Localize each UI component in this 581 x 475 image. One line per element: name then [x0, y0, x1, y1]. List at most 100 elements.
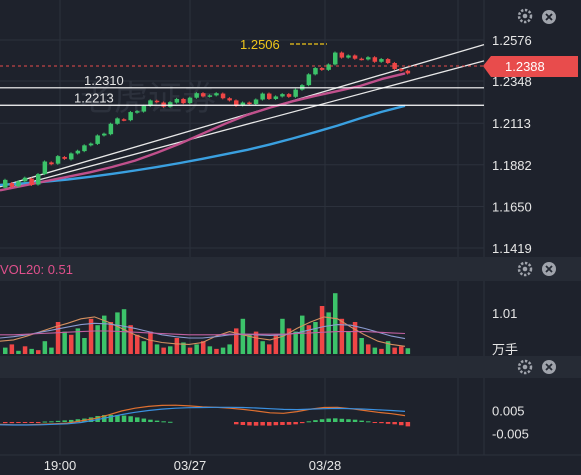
trendline[interactable] — [0, 44, 485, 188]
volume-bar — [399, 346, 404, 354]
price-axis-tick: 1.2113 — [492, 116, 531, 131]
candle — [141, 104, 147, 113]
candle — [42, 160, 48, 176]
candle — [36, 173, 41, 186]
macd-histogram-bar — [234, 422, 239, 425]
price-panel: 老虎证券 1.2310 1.2213 1.2576 1.2348 1.2113 1.18… — [0, 8, 578, 256]
price-axis-tick: 1.2348 — [492, 74, 532, 89]
watermark: 老虎证券 — [80, 80, 216, 118]
candle — [253, 98, 259, 106]
volume-bar — [352, 322, 358, 354]
gear-icon[interactable] — [517, 261, 533, 277]
macd-panel — [0, 404, 411, 427]
volume-bar — [220, 347, 226, 354]
candle — [399, 67, 404, 72]
close-icon[interactable] — [542, 360, 556, 374]
volume-bar — [247, 334, 252, 354]
volume-bar — [161, 347, 166, 354]
candle — [88, 142, 94, 147]
candle — [385, 57, 391, 65]
volume-bar — [29, 348, 34, 354]
volume-bar — [240, 318, 246, 354]
price-axis: 1.2576 1.2348 1.2113 1.1882 1.1650 1.1419 — [492, 33, 532, 256]
macd-histogram-bar — [286, 422, 292, 425]
volume-bar — [16, 350, 21, 354]
volume-axis-tick: 1.01 — [492, 306, 517, 321]
volume-bar — [154, 344, 160, 354]
macd-histogram-bar — [55, 420, 61, 422]
volume-bar — [9, 344, 15, 354]
volume-bar — [286, 328, 292, 354]
candle — [286, 93, 292, 98]
macd-histogram-bar — [392, 422, 397, 425]
candle — [339, 51, 345, 59]
volume-bar — [227, 344, 232, 354]
close-icon[interactable] — [542, 10, 556, 24]
macd-histogram-bar — [75, 419, 81, 422]
candle — [293, 88, 298, 98]
candle — [115, 117, 120, 125]
macd-histogram-bar — [42, 421, 48, 423]
volume-bar — [253, 331, 259, 354]
volume-bar — [359, 338, 364, 354]
macd-axis-tick: 0.005 — [492, 404, 525, 419]
candle — [346, 54, 351, 59]
volume-ma-line — [0, 330, 406, 336]
volume-label: VOL20: 0.51 — [0, 262, 73, 277]
candle — [306, 73, 312, 87]
gear-icon[interactable] — [517, 8, 533, 24]
time-axis-tick: 19:00 — [44, 458, 77, 473]
volume-bar — [115, 312, 120, 354]
volume-bar — [102, 315, 107, 354]
macd-histogram-bar — [313, 420, 318, 422]
gear-icon[interactable] — [517, 359, 533, 375]
volume-bar — [62, 331, 67, 354]
candle — [326, 63, 331, 71]
macd-histogram-bar — [161, 421, 166, 423]
volume-bar — [260, 341, 265, 354]
volume-bar — [333, 293, 338, 354]
macd-histogram-bar — [29, 422, 34, 423]
volume-bar — [108, 322, 114, 354]
volume-bar — [326, 312, 331, 354]
macd-histogram-bar — [333, 418, 338, 422]
close-icon[interactable] — [542, 262, 556, 276]
candle — [168, 101, 173, 108]
candle — [372, 56, 378, 63]
candle — [280, 93, 285, 98]
horizontal-lines: 1.2310 1.2213 — [0, 73, 484, 106]
candle — [55, 155, 61, 165]
volume-bar — [405, 348, 411, 354]
volume-bar — [207, 346, 213, 354]
macd-histogram-bar — [49, 421, 54, 423]
volume-bar — [306, 325, 312, 354]
volume-bar — [95, 325, 100, 354]
candle — [3, 178, 8, 189]
volume-bar — [346, 331, 351, 354]
trendlines — [0, 44, 485, 191]
candle — [313, 66, 318, 76]
candle — [366, 56, 371, 61]
volume-bar — [273, 334, 279, 354]
volume-bar — [181, 342, 186, 354]
candles — [3, 51, 411, 189]
volume-bar — [174, 338, 180, 354]
last-price-tag: 1.2388 — [483, 56, 578, 77]
trendline[interactable] — [0, 60, 485, 191]
macd-axis-tick: -0.005 — [492, 427, 529, 442]
macd-histogram-bar — [346, 419, 351, 422]
volume-bar — [69, 334, 74, 354]
volume-panel — [0, 293, 411, 354]
candle — [75, 149, 81, 155]
candle — [207, 94, 213, 98]
volume-bar — [82, 338, 87, 354]
macd-histogram-bar — [352, 419, 358, 422]
candle — [102, 132, 107, 137]
candle — [128, 111, 133, 122]
volume-bar — [88, 318, 94, 354]
candle — [187, 96, 193, 105]
macd-histogram-bar — [399, 422, 404, 426]
candle — [352, 54, 358, 60]
moving-averages — [0, 72, 406, 192]
